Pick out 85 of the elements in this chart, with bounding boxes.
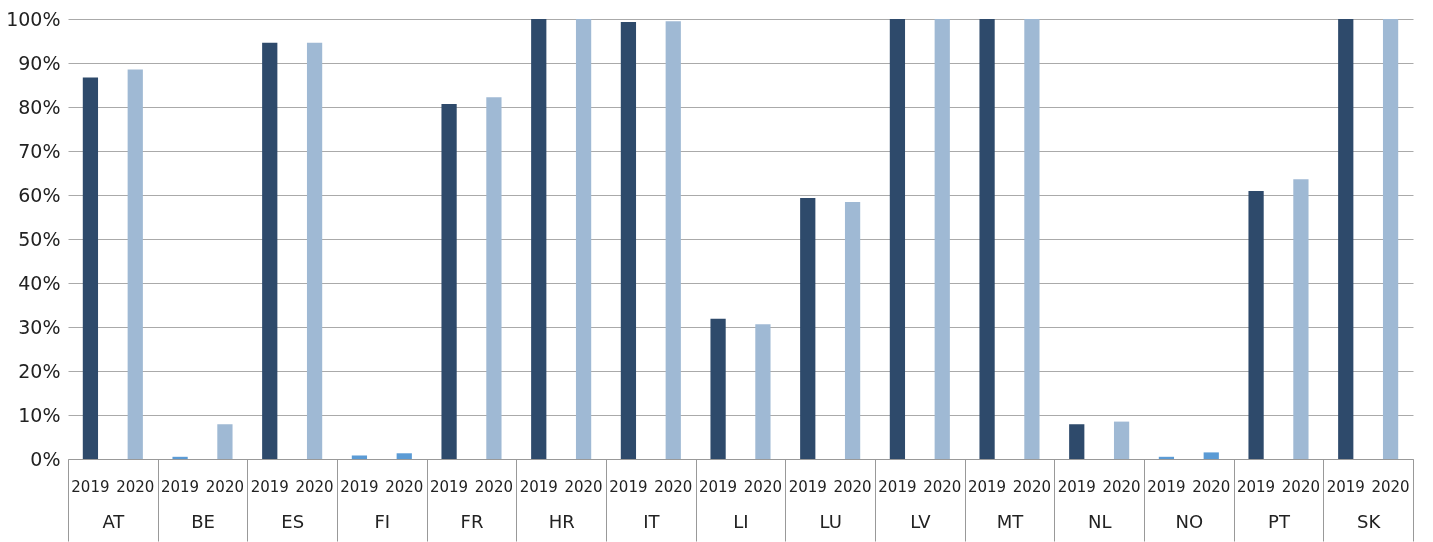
text: 2019 [519, 478, 558, 496]
text: 2020 [1102, 478, 1141, 496]
text: 2020 [1012, 478, 1052, 496]
bar [800, 198, 816, 459]
y-tick-label: 70% [18, 139, 61, 162]
bar [979, 19, 995, 459]
text: 2019 [1236, 478, 1276, 496]
series-label: 2019 [609, 478, 648, 496]
x-tick-label: PT [1268, 510, 1291, 532]
y-tick-label: 40% [18, 271, 61, 294]
bar [1248, 191, 1264, 459]
text: 2020 [1371, 478, 1410, 496]
text: 2020 [385, 478, 424, 496]
y-tick-label: 0% [30, 447, 61, 470]
text: 2019 [429, 478, 469, 496]
y-tick-label: 50% [18, 227, 61, 250]
text: 2020 [833, 478, 872, 496]
x-tick-label: LU [819, 510, 842, 532]
text: 2020 [205, 478, 245, 496]
bar [351, 455, 368, 459]
bar [710, 318, 726, 459]
bar [127, 69, 143, 459]
bar [934, 19, 950, 459]
x-tick-label: AT [102, 510, 126, 532]
text: 2019 [340, 478, 379, 496]
bar [1113, 421, 1130, 459]
x-tick-label: BE [191, 510, 215, 532]
text: 2019 [160, 478, 200, 496]
text: 2020 [923, 478, 962, 496]
bar [665, 21, 681, 459]
text: 2020 [1281, 478, 1321, 496]
text: 2020 [116, 478, 155, 496]
text: 2019 [1057, 478, 1096, 496]
text: 2019 [967, 478, 1007, 496]
y-tick-label: 20% [18, 359, 61, 382]
bar [844, 202, 861, 459]
bar [396, 453, 412, 459]
x-tick-label: SK [1357, 510, 1382, 532]
bar [486, 97, 502, 459]
x-tick-label: MT [996, 510, 1025, 532]
bar [217, 424, 233, 459]
y-tick-label: 10% [18, 403, 61, 426]
bar [441, 103, 457, 459]
y-tick-label: 60% [18, 183, 61, 206]
text: 2019 [1147, 478, 1186, 496]
text: 2019 [71, 478, 110, 496]
bar [1293, 179, 1309, 459]
x-tick-label: HR [548, 510, 575, 532]
bar [575, 19, 592, 459]
text: 2019 [698, 478, 738, 496]
y-tick-label: 90% [18, 51, 61, 74]
text: 2019 [250, 478, 289, 496]
bar [1069, 424, 1085, 459]
bar [889, 19, 906, 459]
text: 2019 [788, 478, 827, 496]
text: 2019 [1326, 478, 1365, 496]
bar [1024, 19, 1040, 459]
bar [1338, 19, 1354, 459]
text: 2019 [878, 478, 917, 496]
y-tick-label: 80% [18, 95, 61, 118]
x-tick-label: LI [733, 510, 749, 532]
bar [82, 77, 99, 459]
bar [262, 42, 278, 459]
y-tick-label: 100% [6, 7, 61, 30]
x-tick-label: FR [460, 510, 484, 532]
x-tick-label: NL [1087, 510, 1112, 532]
bar [1203, 452, 1219, 459]
bar [755, 324, 771, 459]
text: 2020 [295, 478, 334, 496]
bar [172, 456, 188, 459]
bar [306, 42, 323, 459]
x-tick-label: LV [910, 510, 932, 532]
series-label: 2020 [564, 478, 603, 496]
x-tick-label: ES [281, 510, 305, 532]
text: 2020 [474, 478, 514, 496]
x-tick-label: NO [1175, 510, 1204, 532]
bar [1382, 19, 1399, 459]
y-tick-label: 30% [18, 315, 61, 338]
text: 2020 [743, 478, 783, 496]
bar [531, 19, 547, 459]
bar [620, 22, 637, 459]
text: 2020 [654, 478, 693, 496]
text: 2020 [1192, 478, 1231, 496]
x-tick-label: FI [374, 510, 391, 532]
x-tick-label: IT [643, 510, 661, 532]
